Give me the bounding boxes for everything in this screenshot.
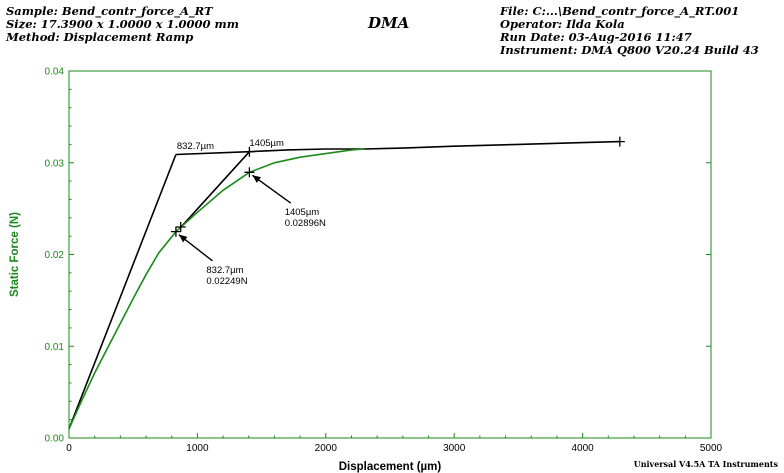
axis-ticks: 0 1000 2000 3000 4000 5000 0.00 0.01 0.02 0.03 0.0… xyxy=(45,67,723,455)
size-label: Size: 17.3900 x 1.0000 x 1.0000 mm xyxy=(6,17,239,31)
annotation-label: 832.7µm xyxy=(206,265,243,276)
y-tick-label: 0.01 xyxy=(45,342,65,353)
cross-marker xyxy=(614,136,625,147)
x-tick-label: 1000 xyxy=(186,443,209,454)
y-axis-label: Static Force (N) xyxy=(9,212,21,297)
x-tick-label: 3000 xyxy=(443,443,466,454)
annotation-label: 0.02896N xyxy=(285,218,326,229)
plot-frame xyxy=(68,70,712,439)
cross-marker xyxy=(175,221,186,232)
annotation-label: 832.7µm xyxy=(177,141,214,152)
construction-line xyxy=(249,148,365,153)
construction-line xyxy=(178,151,250,230)
data-markers xyxy=(170,136,625,237)
construction-line xyxy=(68,154,177,430)
run-date-label: Run Date: 03-Aug-2016 11:47 xyxy=(499,30,692,44)
y-tick-label: 0.03 xyxy=(45,158,65,169)
sample-label: Sample: Bend_contr_force_A_RT xyxy=(6,4,214,19)
data-series xyxy=(68,140,620,430)
construction-lines xyxy=(68,148,365,430)
x-axis-label: Displacement (µm) xyxy=(339,461,442,473)
construction-line xyxy=(175,150,250,156)
x-tick-label: 2000 xyxy=(315,443,338,454)
cross-marker xyxy=(244,146,255,157)
annotation-label: 1405µm xyxy=(285,207,320,218)
annotation-arrow-head xyxy=(252,175,261,183)
x-tick-label: 0 xyxy=(66,443,72,454)
y-tick-label: 0.00 xyxy=(45,434,65,445)
file-label: File: C:...\Bend_contr_force_A_RT.001 xyxy=(499,4,739,19)
operator-label: Operator: Ilda Kola xyxy=(500,17,625,31)
instrument-label: Instrument: DMA Q800 V20.24 Build 43 xyxy=(499,43,759,57)
force-curve-tail xyxy=(364,140,620,150)
y-tick-label: 0.02 xyxy=(45,250,65,261)
plot-border xyxy=(68,70,712,439)
y-tick-label: 0.04 xyxy=(45,67,65,78)
method-label: Method: Displacement Ramp xyxy=(5,30,193,44)
x-tick-label: 5000 xyxy=(700,443,723,454)
annotation-label: 0.02249N xyxy=(206,276,247,287)
force-curve xyxy=(68,148,365,430)
software-footer: Universal V4.5A TA Instruments xyxy=(634,459,779,469)
annotation-label: 1405µm xyxy=(249,138,284,149)
annotation-arrow-head xyxy=(178,234,188,243)
chart-title: DMA xyxy=(367,14,409,32)
header: Sample: Bend_contr_force_A_RT Size: 17.3… xyxy=(5,4,759,57)
x-tick-label: 4000 xyxy=(571,443,594,454)
cross-marker xyxy=(244,167,255,178)
cross-marker xyxy=(170,226,181,237)
